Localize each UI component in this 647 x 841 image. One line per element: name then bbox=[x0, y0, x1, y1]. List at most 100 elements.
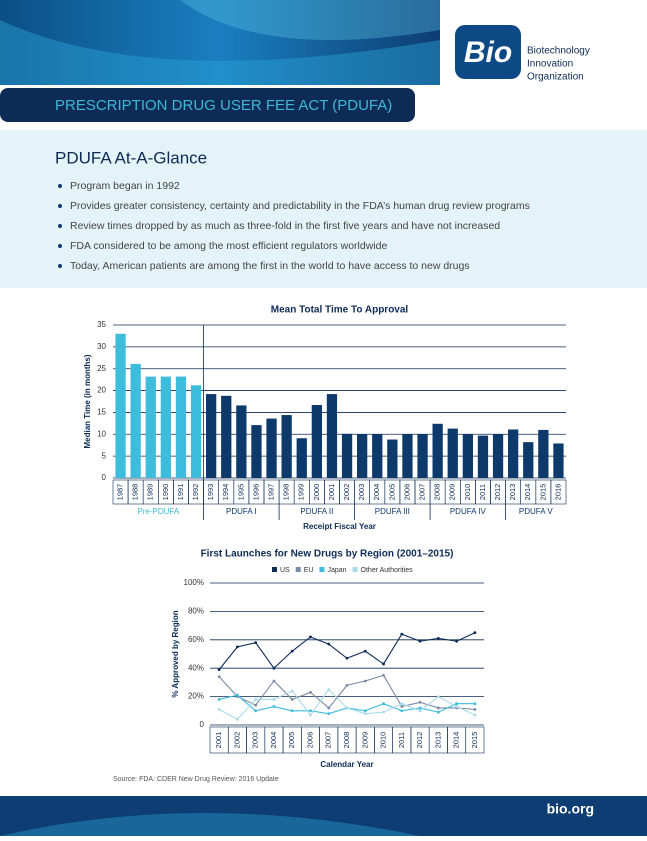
x-tick-label: 2003 bbox=[357, 484, 366, 501]
bar bbox=[372, 434, 383, 478]
legend-label: Japan bbox=[327, 567, 346, 574]
bullet-text: Review times dropped by as much as three… bbox=[70, 220, 500, 232]
bar bbox=[462, 434, 473, 478]
x-tick-label: 2013 bbox=[433, 732, 442, 749]
legend-swatch bbox=[319, 567, 325, 572]
point bbox=[290, 689, 294, 693]
bar bbox=[432, 423, 443, 478]
group-label: PDUFA III bbox=[375, 507, 410, 516]
point bbox=[290, 709, 294, 713]
point bbox=[309, 713, 312, 717]
x-tick-label: 1996 bbox=[251, 484, 260, 501]
x-tick-label: 2014 bbox=[452, 732, 461, 749]
point bbox=[400, 705, 404, 708]
bar bbox=[387, 439, 398, 478]
group-label: PDUFA V bbox=[519, 507, 553, 516]
point bbox=[327, 712, 331, 716]
point bbox=[236, 717, 239, 721]
footer-wave bbox=[0, 813, 420, 836]
x-tick-label: 2006 bbox=[305, 732, 314, 749]
point bbox=[290, 649, 294, 653]
x-tick-label: 1987 bbox=[116, 484, 125, 501]
y-tick-label: 0 bbox=[200, 720, 205, 729]
x-tick-label: 2006 bbox=[402, 484, 411, 501]
x-tick-label: 2008 bbox=[433, 484, 442, 501]
header-wave bbox=[0, 20, 440, 85]
point bbox=[236, 693, 239, 697]
point bbox=[382, 673, 385, 677]
point bbox=[217, 668, 221, 672]
logo-mark bbox=[455, 25, 521, 79]
x-tick-label: 2015 bbox=[470, 732, 479, 749]
x-tick-label: 2015 bbox=[538, 484, 547, 501]
bar bbox=[538, 429, 549, 478]
point bbox=[418, 700, 422, 704]
bar bbox=[145, 376, 156, 478]
x-tick-label: 1992 bbox=[191, 484, 200, 501]
bar bbox=[341, 433, 353, 478]
point bbox=[363, 709, 367, 713]
group-label: PDUFA II bbox=[300, 507, 333, 516]
point bbox=[473, 702, 477, 706]
bullet-text: Program began in 1992 bbox=[70, 180, 180, 192]
y-tick-label: 10 bbox=[97, 429, 106, 438]
bar bbox=[130, 363, 141, 478]
x-tick-label: 1995 bbox=[236, 484, 245, 501]
x-tick-label: 1999 bbox=[297, 484, 306, 501]
x-tick-label: 1997 bbox=[267, 484, 276, 501]
point bbox=[309, 690, 312, 694]
y-tick-label: 30 bbox=[97, 342, 106, 351]
glance-box bbox=[0, 130, 647, 288]
bar bbox=[523, 442, 534, 478]
bar bbox=[281, 415, 292, 478]
x-axis-label: Receipt Fiscal Year bbox=[303, 522, 376, 531]
point bbox=[254, 709, 258, 713]
x-tick-label: 2004 bbox=[372, 484, 381, 501]
bullet-dot bbox=[58, 184, 62, 188]
point bbox=[382, 702, 385, 706]
bar bbox=[477, 435, 489, 478]
bar bbox=[417, 434, 428, 478]
point bbox=[254, 698, 258, 701]
x-tick-label: 2010 bbox=[379, 732, 388, 749]
point bbox=[400, 632, 404, 636]
bar bbox=[492, 434, 504, 478]
point bbox=[345, 656, 349, 660]
point bbox=[473, 631, 477, 635]
x-tick-label: 2016 bbox=[553, 484, 562, 501]
point bbox=[327, 642, 331, 646]
x-tick-label: 1991 bbox=[176, 484, 185, 501]
x-tick-label: 2000 bbox=[312, 484, 321, 501]
point bbox=[400, 702, 404, 706]
point bbox=[400, 709, 404, 713]
point bbox=[455, 639, 458, 643]
legend-label: EU bbox=[304, 567, 314, 574]
logo-line: Innovation bbox=[527, 59, 573, 70]
legend-swatch bbox=[295, 567, 301, 572]
title-bar bbox=[0, 88, 415, 122]
bar bbox=[311, 404, 322, 478]
point bbox=[363, 679, 367, 683]
y-tick-label: 80% bbox=[188, 607, 204, 616]
x-tick-label: 2010 bbox=[463, 484, 472, 501]
point bbox=[418, 639, 422, 643]
point bbox=[217, 698, 221, 701]
y-tick-label: 15 bbox=[97, 408, 106, 417]
point bbox=[436, 710, 440, 714]
bar bbox=[115, 333, 126, 478]
point bbox=[345, 706, 349, 710]
x-tick-label: 2014 bbox=[523, 484, 532, 501]
x-tick-label: 2012 bbox=[493, 484, 502, 501]
x-tick-label: 1998 bbox=[282, 484, 291, 501]
bar bbox=[221, 395, 232, 478]
x-tick-label: 2001 bbox=[214, 732, 223, 749]
bullet-text: Provides greater consistency, certainty … bbox=[70, 200, 530, 212]
bar bbox=[266, 418, 277, 478]
bar bbox=[508, 429, 519, 478]
x-tick-label: 2002 bbox=[232, 732, 241, 749]
x-tick-label: 2005 bbox=[287, 732, 296, 749]
point bbox=[345, 683, 349, 687]
group-label: PDUFA I bbox=[226, 507, 257, 516]
point bbox=[455, 705, 458, 708]
